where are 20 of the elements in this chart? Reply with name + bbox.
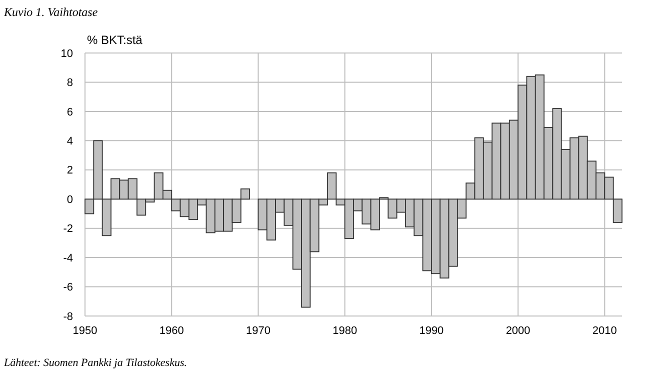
y-tick-label: -6 — [63, 282, 73, 294]
y-tick-label: 4 — [66, 136, 73, 148]
y-axis-title: % BKT:stä — [87, 33, 143, 47]
x-tick-label: 1970 — [246, 325, 270, 337]
y-tick-label: 10 — [60, 48, 73, 60]
x-tick-label: 1990 — [419, 325, 444, 337]
chart-title: Kuvio 1. Vaihtotase — [3, 5, 98, 19]
x-tick-label: 2000 — [506, 325, 530, 337]
y-tick-label: -2 — [63, 223, 73, 236]
x-tick-label: 1980 — [332, 325, 358, 337]
y-tick-label: -4 — [63, 252, 73, 264]
y-tick-label: 2 — [66, 164, 73, 177]
x-tick-label: 1950 — [72, 325, 98, 337]
text: Lähteet: Suomen Pankki ja Tilastokeskus. — [3, 357, 187, 369]
x-tick-label: 2010 — [592, 325, 617, 337]
y-tick-label: 0 — [66, 194, 73, 206]
y-tick-label: 8 — [66, 77, 73, 90]
y-tick-label: -8 — [63, 310, 73, 323]
y-tick-label: 6 — [66, 106, 73, 118]
x-tick-label: 1960 — [159, 325, 184, 337]
